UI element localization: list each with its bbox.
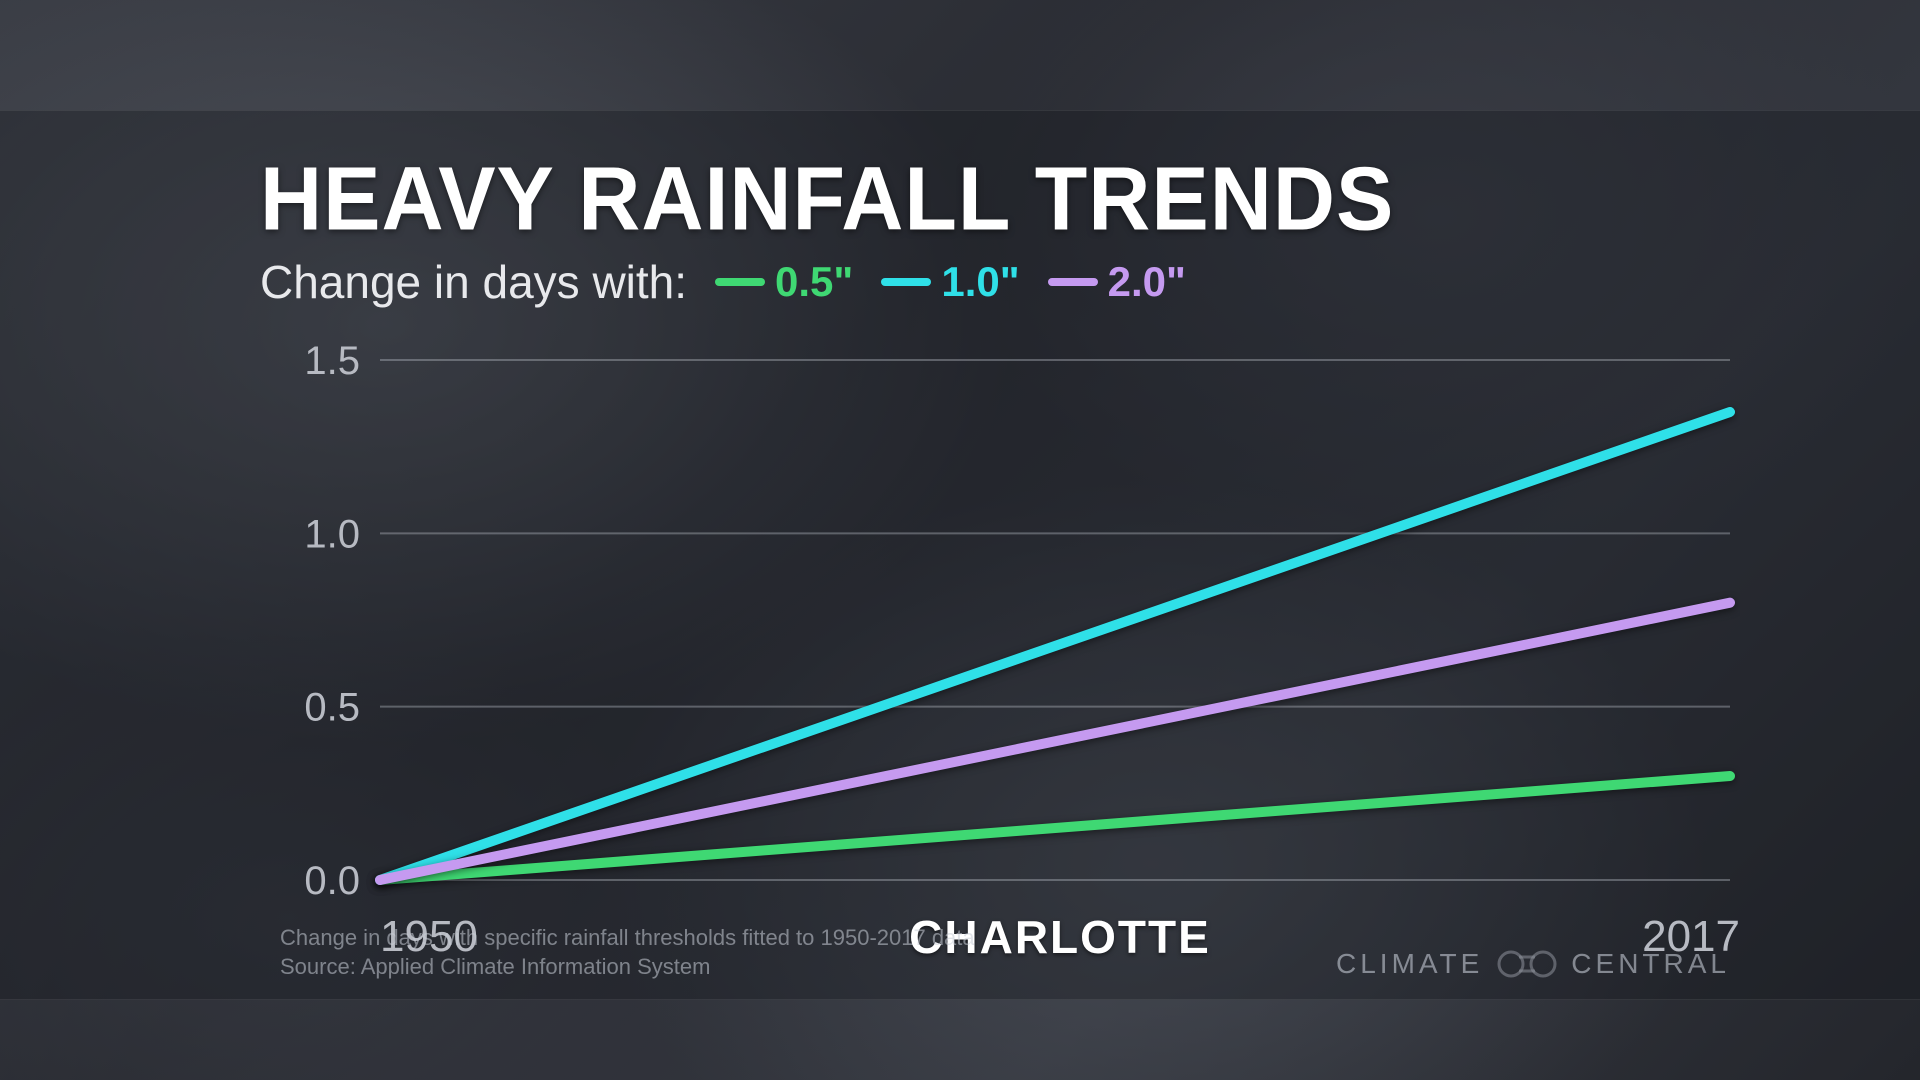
ytick-label: 1.0	[304, 512, 360, 556]
brand-text-left: CLIMATE	[1336, 948, 1483, 980]
chart-subtitle: Change in days with:	[260, 255, 687, 309]
brand-icon	[1495, 949, 1559, 979]
footnote-line1: Change in days with specific rainfall th…	[280, 923, 975, 953]
ytick-labels: 0.0 0.5 1.0 1.5	[304, 340, 360, 900]
legend-item-1: 1.0"	[881, 258, 1019, 306]
ytick-label: 1.5	[304, 340, 360, 383]
line-chart-svg: 0.0 0.5 1.0 1.5	[260, 340, 1740, 900]
chart-title: HEAVY RAINFALL TRENDS	[260, 148, 1740, 252]
legend-label-2: 2.0"	[1108, 258, 1186, 306]
footnote-line2: Source: Applied Climate Information Syst…	[280, 952, 975, 982]
legend-swatch-1	[881, 278, 931, 286]
chart-area: 0.0 0.5 1.0 1.5	[260, 340, 1740, 900]
gridlines	[380, 360, 1730, 880]
legend-item-0: 0.5"	[715, 258, 853, 306]
series-group	[380, 412, 1730, 880]
legend-swatch-0	[715, 278, 765, 286]
legend-swatch-2	[1048, 278, 1098, 286]
footnote-block: Change in days with specific rainfall th…	[280, 923, 975, 982]
brand-text-right: CENTRAL	[1571, 948, 1730, 980]
subtitle-row: Change in days with: 0.5" 1.0" 2.0"	[260, 255, 1740, 309]
legend-label-0: 0.5"	[775, 258, 853, 306]
ytick-label: 0.5	[304, 686, 360, 730]
legend-label-1: 1.0"	[941, 258, 1019, 306]
ytick-label: 0.0	[304, 859, 360, 900]
brand-logo: CLIMATE CENTRAL	[1336, 948, 1730, 980]
series-line-0.5in	[380, 776, 1730, 880]
legend-item-2: 2.0"	[1048, 258, 1186, 306]
